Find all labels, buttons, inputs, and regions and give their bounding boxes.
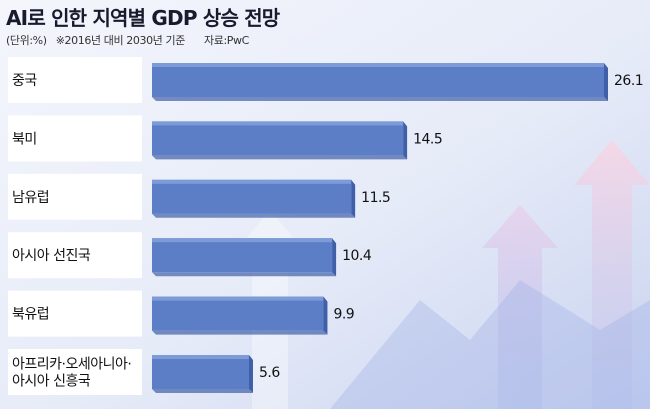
category-label: 아프리카·오세아니아· 아시아 신흥국	[12, 357, 131, 390]
source-note: 자료:PwC	[204, 34, 249, 47]
bar	[152, 179, 352, 214]
bar-shadow	[152, 272, 337, 277]
bar-end-cap	[248, 355, 253, 393]
data-label: 9.9	[333, 307, 354, 323]
category-label: 북미	[12, 131, 37, 147]
unit-note: (단위:%)	[6, 34, 47, 47]
category-label-box	[8, 349, 142, 395]
bar-highlight	[152, 238, 333, 243]
data-label: 14.5	[413, 131, 442, 147]
category-label-line: 북유럽	[12, 307, 49, 323]
bar-shadow	[152, 97, 608, 101]
bar-end-cap	[323, 296, 328, 335]
category-label-line: 아시아 선진국	[12, 248, 91, 264]
mountain-decoration	[330, 280, 650, 409]
category-label-box	[8, 173, 142, 220]
category-label: 아시아 선진국	[12, 248, 91, 264]
bar-highlight	[152, 121, 404, 126]
category-label-line: 남유럽	[12, 190, 49, 206]
bar-highlight	[152, 296, 324, 301]
arrow-decoration-2	[482, 205, 558, 409]
bar-shadow	[152, 213, 356, 218]
category-label: 중국	[12, 73, 37, 89]
bar-end-cap	[351, 179, 356, 218]
category-label-box	[8, 232, 142, 279]
category-label: 남유럽	[12, 190, 49, 206]
bar	[152, 355, 249, 389]
bar	[152, 296, 324, 331]
data-label: 10.4	[342, 248, 372, 264]
chart-title: AI로 인한 지역별 GDP 상승 전망	[6, 6, 280, 30]
bar	[152, 121, 404, 156]
bar-highlight	[152, 63, 604, 67]
arrow-decoration-1	[574, 140, 650, 409]
category-label-line: 북미	[12, 131, 37, 147]
bar-end-cap	[604, 63, 608, 101]
category-label-line: 아프리카·오세아니아·	[12, 357, 131, 373]
bar-highlight	[152, 355, 249, 359]
bar-end-cap	[403, 121, 408, 160]
base-year-note: ※2016년 대비 2030년 기준	[55, 34, 186, 47]
data-label: 5.6	[259, 365, 280, 381]
bar-highlight	[152, 179, 352, 184]
category-label-box	[8, 115, 142, 162]
category-label-box	[8, 57, 142, 103]
bar-shadow	[152, 330, 328, 335]
category-label-box	[8, 290, 142, 337]
bar-end-cap	[332, 238, 337, 277]
bar	[152, 238, 333, 273]
bar-shadow	[152, 389, 253, 393]
data-label: 26.1	[614, 73, 643, 89]
category-label-line: 아시아 신흥국	[12, 374, 91, 390]
bar	[152, 63, 604, 97]
category-label-line: 중국	[12, 73, 37, 89]
bar-shadow	[152, 155, 408, 160]
data-label: 11.5	[361, 190, 390, 206]
category-label: 북유럽	[12, 307, 49, 323]
chart-subtitle: (단위:%) ※2016년 대비 2030년 기준 자료:PwC	[6, 32, 255, 48]
